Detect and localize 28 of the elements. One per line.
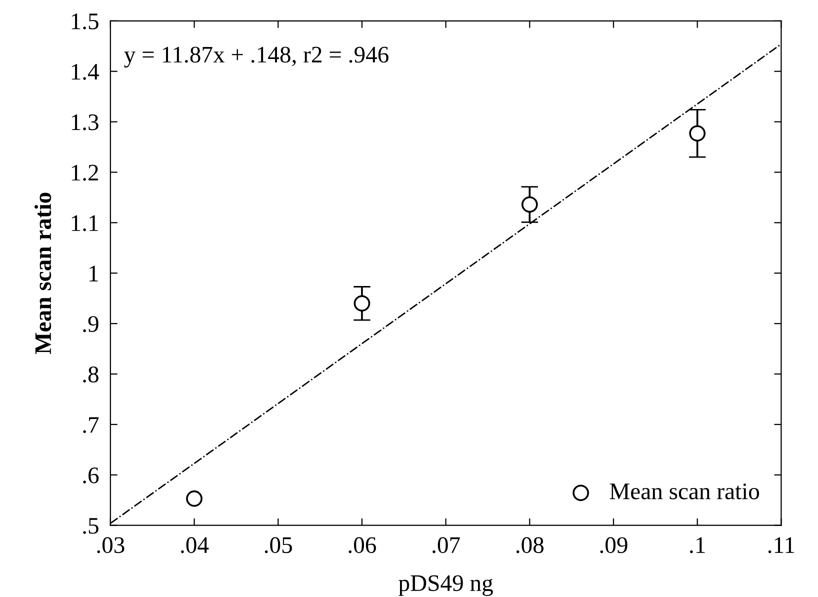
x-tick-label: .06 (348, 537, 376, 554)
point (689, 125, 706, 142)
x-tick-label: .1 (690, 537, 705, 554)
point (521, 196, 538, 213)
y-tick-label: 1.3 (72, 114, 98, 130)
annotation: y = 11.87x + .148, r2 = .946 (124, 46, 388, 68)
x-tick-label: .04 (181, 537, 209, 554)
x-tick-label: .11 (768, 537, 794, 554)
y-tick-label: .9 (83, 316, 98, 332)
y-tick-label: .7 (83, 417, 99, 433)
point (186, 490, 202, 507)
y-tick-label: .6 (83, 467, 99, 484)
y-tick-label: 1.1 (72, 215, 98, 232)
x-axis-title: pDS49 ng (398, 575, 493, 596)
y-axis-title: Mean scan ratio (34, 192, 52, 354)
y-tick-label: .8 (83, 366, 98, 383)
x-tick-label: .09 (600, 537, 628, 554)
y-tick-label: .5 (83, 518, 98, 534)
x-tick-label: .08 (516, 537, 544, 554)
y-tick-label: 1.5 (72, 14, 98, 30)
point (354, 295, 370, 312)
y-tick-label: 1.2 (72, 164, 98, 181)
y-tick-label: 1 (90, 266, 98, 282)
x-tick-label: .03 (97, 537, 124, 554)
y-tick-label: 1.4 (72, 64, 99, 80)
x-tick-label: .07 (432, 537, 460, 554)
x-tick-label: .05 (264, 537, 292, 554)
legend-label: Mean scan ratio (610, 483, 760, 500)
